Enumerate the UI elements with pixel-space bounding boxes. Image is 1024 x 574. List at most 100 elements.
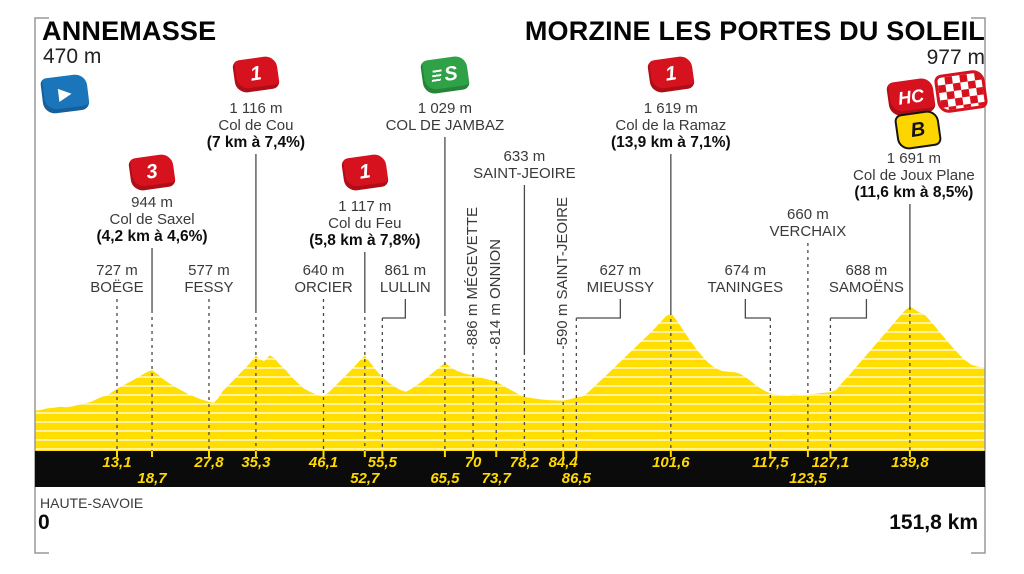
km-tick (151, 451, 154, 457)
waypoint-name: SAINT-JEOIRE (473, 165, 576, 182)
waypoint-name: FESSY (184, 279, 234, 296)
waypoint-elevation: 727 m (96, 262, 138, 279)
waypoint-name: BOËGE (90, 279, 144, 296)
km-tick (806, 451, 809, 457)
waypoint-name: MIEUSSY (586, 279, 655, 296)
km-label: 123,5 (789, 470, 827, 487)
km-label: 27,8 (193, 454, 224, 471)
waypoint-name: TANINGES (707, 279, 784, 296)
waypoint-elevation: 1 619 m (643, 100, 698, 117)
category-1-pennant: 1 (340, 153, 389, 192)
waypoint-label-saint-jeoire: 633 m SAINT-JEOIRE (473, 148, 576, 182)
km-label: 78,2 (510, 454, 540, 471)
waypoint-name: Col de Joux Plane (853, 167, 975, 184)
km-total-label: 151,8 km (889, 511, 978, 534)
category-1-pennant: 1 (231, 55, 280, 94)
climb-stats: (11,6 km à 8,5%) (854, 184, 974, 201)
elevation-profile-area (35, 306, 985, 451)
waypoint-name: LULLIN (379, 279, 431, 296)
waypoint-label-onnion: 814 m ONNION (487, 239, 505, 345)
climb-stats: (7 km à 7,4%) (206, 134, 306, 151)
km-label: 35,3 (241, 454, 271, 471)
km-label: 46,1 (308, 454, 338, 471)
waypoint-name: SAMOËNS (828, 279, 904, 296)
km-label: 18,7 (137, 470, 167, 487)
waypoint-elevation: 688 m (845, 262, 888, 279)
km-tick (443, 451, 446, 457)
waypoint-name: Col de Saxel (109, 211, 195, 228)
waypoint-elevation: 1 116 m (229, 100, 283, 117)
waypoint-elevation: 1 691 m (886, 150, 941, 167)
start-flag-icon: ▶ (39, 73, 91, 115)
category-3-pennant: 3 (127, 153, 177, 192)
km-tick (575, 451, 578, 457)
waypoint-elevation: 674 m (724, 262, 767, 279)
waypoint-label-col-de-la-ramaz: 1 619 m Col de la Ramaz (13,9 km à 7,1%) (611, 100, 731, 151)
bonus-b-pennant: B (893, 109, 943, 151)
waypoint-elevation: 640 m (302, 262, 345, 279)
waypoint-name: COL DE JAMBAZ (385, 117, 505, 134)
waypoint-label-taninges: 674 m TANINGES (708, 262, 784, 296)
waypoint-label-samoens: 688 m SAMOËNS (829, 262, 904, 296)
waypoint-label-fessy: 577 m FESSY (184, 262, 233, 296)
finish-elevation: 977 m (926, 46, 985, 69)
km-tick (669, 451, 672, 457)
km-start-label: 0 (38, 511, 50, 534)
waypoint-name: ORCIER (294, 279, 353, 296)
km-label: 73,7 (482, 470, 512, 487)
waypoint-name: Col de la Ramaz (615, 117, 727, 134)
km-label: 84,4 (549, 454, 579, 471)
km-label: 55,5 (368, 454, 398, 471)
chart-frame (34, 17, 986, 554)
waypoint-elevation: 577 m (188, 262, 230, 279)
km-label: 86,5 (562, 470, 592, 487)
distance-bar (35, 451, 985, 487)
km-tick (381, 451, 384, 457)
km-tick (115, 451, 118, 457)
finish-town-title: MORZINE LES PORTES DU SOLEIL (524, 16, 985, 46)
km-tick (523, 451, 526, 457)
climb-stats: (5,8 km à 7,8%) (309, 232, 421, 249)
waypoint-label-megevette: 886 m MÉGEVETTE (464, 206, 482, 345)
km-tick (254, 451, 257, 457)
waypoint-label-col-de-saxel: 944 m Col de Saxel (4,2 km à 4,6%) (96, 194, 207, 245)
waypoint-label-orcier: 640 m ORCIER (294, 262, 352, 296)
km-tick (908, 451, 911, 457)
waypoint-elevation: 861 m (384, 262, 427, 279)
finish-checkered-pennant (933, 68, 989, 115)
waypoint-label-boege: 727 m BOËGE (90, 262, 143, 296)
start-elevation: 470 m (43, 45, 102, 68)
waypoint-label-col-de-joux-plane: 1 691 m Col de Joux Plane (11,6 km à 8,5%) (853, 150, 975, 201)
waypoint-label-saint-jeoire: 590 m SAINT-JEOIRE (554, 196, 572, 345)
waypoint-elevation: 660 m (787, 206, 829, 223)
waypoint-elevation: 944 m (131, 194, 173, 211)
km-label: 127,1 (812, 454, 850, 471)
waypoint-name: Col de Cou (218, 117, 294, 134)
km-label: 52,7 (350, 470, 380, 487)
km-tick (562, 451, 565, 457)
sprint-pennant: S (419, 54, 471, 96)
km-tick (472, 451, 475, 457)
village-elbow-connector (744, 299, 771, 319)
km-label: 13,1 (102, 454, 131, 471)
waypoint-elevation: 633 m (503, 148, 546, 165)
region-label: HAUTE-SAVOIE (40, 495, 144, 511)
category-1-pennant: 1 (646, 55, 695, 94)
waypoint-label-col-de-jambaz: 1 029 m COL DE JAMBAZ (386, 100, 505, 134)
km-tick (322, 451, 325, 457)
km-label: 65,5 (430, 470, 460, 487)
waypoint-label-col-de-cou: 1 116 m Col de Cou (7 km à 7,4%) (207, 100, 305, 151)
waypoint-name: Col du Feu (328, 215, 402, 232)
km-tick (363, 451, 366, 457)
km-tick (495, 451, 498, 457)
start-town-title: ANNEMASSE (42, 16, 217, 46)
climb-stats: (13,9 km à 7,1%) (610, 134, 731, 151)
waypoint-elevation: 1 117 m (338, 198, 392, 215)
waypoint-label-lullin: 861 m LULLIN (380, 262, 431, 296)
waypoint-label-verchaix: 660 m VERCHAIX (770, 206, 847, 240)
km-tick (829, 451, 832, 457)
km-tick (207, 451, 210, 457)
km-label: 139,8 (891, 454, 929, 471)
